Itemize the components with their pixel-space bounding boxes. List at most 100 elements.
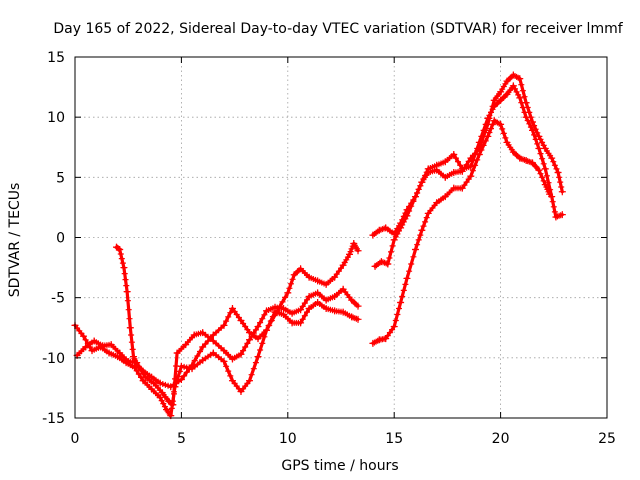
data-point: [156, 379, 164, 387]
data-point: [535, 132, 543, 140]
data-point: [369, 231, 377, 239]
data-point: [163, 406, 171, 414]
data-point: [199, 343, 207, 351]
y-tick-label: 5: [56, 170, 65, 186]
series-line: [371, 73, 564, 237]
data-point: [484, 114, 492, 122]
data-point: [490, 96, 498, 104]
data-point: [273, 307, 281, 315]
data-point: [139, 367, 147, 375]
data-point: [424, 209, 432, 217]
grid: [75, 57, 607, 418]
data-point: [490, 102, 498, 110]
data-point: [99, 342, 107, 350]
x-tick-labels: 0 5 10 15 20 25: [71, 431, 616, 447]
data-point: [116, 246, 124, 254]
data-point: [375, 226, 383, 234]
data-point: [433, 199, 441, 207]
data-point: [182, 341, 190, 349]
data-point: [105, 349, 113, 357]
data-point: [254, 323, 262, 331]
y-tick-label: -10: [42, 351, 65, 367]
data-point: [458, 184, 466, 192]
data-point: [546, 190, 554, 198]
data-point: [199, 329, 207, 337]
x-tick-label: 0: [71, 431, 80, 447]
y-tick-label: -15: [42, 411, 65, 427]
x-tick-label: 5: [177, 431, 186, 447]
x-tick-label: 20: [492, 431, 510, 447]
series-markers: [113, 240, 360, 390]
data-point: [484, 132, 492, 140]
data-point: [331, 292, 339, 300]
ticks: [74, 56, 608, 419]
data-point: [450, 169, 458, 177]
data-point: [354, 247, 362, 255]
x-tick-label: 15: [385, 431, 403, 447]
data-point: [237, 350, 245, 358]
data-point: [348, 313, 356, 321]
data-point: [190, 331, 198, 339]
data-point: [397, 298, 405, 306]
data-point: [245, 329, 253, 337]
data-point: [158, 389, 166, 397]
data-point: [371, 262, 379, 270]
data-point: [516, 75, 524, 83]
series-track-c: [112, 240, 362, 391]
y-axis-label: SDTVAR / TECUs: [7, 183, 23, 298]
data-point: [497, 96, 505, 104]
data-point: [441, 158, 449, 166]
data-point: [418, 226, 426, 234]
data-point: [554, 169, 562, 177]
data-point: [305, 292, 313, 300]
data-point: [228, 304, 236, 312]
data-point: [503, 90, 511, 98]
data-point: [167, 383, 175, 391]
series-markers: [72, 299, 360, 419]
data-point: [139, 377, 147, 385]
y-tick-label: 10: [47, 110, 65, 126]
data-point: [552, 213, 560, 221]
data-point: [177, 375, 185, 383]
data-point: [314, 277, 322, 285]
data-point: [475, 138, 483, 146]
series-track-b: [73, 285, 362, 409]
data-point: [148, 373, 156, 381]
x-axis-label: GPS time / hours: [281, 458, 398, 474]
data-point: [541, 144, 549, 152]
y-tick-label: 15: [47, 50, 65, 66]
data-point: [107, 341, 115, 349]
data-point: [188, 361, 196, 369]
data-point: [173, 349, 181, 357]
data-point: [418, 178, 426, 186]
data-point: [558, 188, 566, 196]
data-point: [169, 401, 177, 409]
data-point: [377, 258, 385, 266]
data-point: [263, 326, 271, 334]
data-point: [263, 307, 271, 315]
data-point: [382, 224, 390, 232]
chart-title: Day 165 of 2022, Sidereal Day-to-day VTE…: [53, 21, 623, 37]
y-tick-labels: -15 -10 -5 0 5 10 15: [42, 50, 65, 427]
data-point: [314, 289, 322, 297]
data-point: [314, 298, 322, 306]
data-point: [322, 280, 330, 288]
series-markers: [369, 72, 565, 239]
data-point: [114, 353, 122, 361]
data-point: [165, 397, 173, 405]
data-point: [339, 285, 347, 293]
x-tick-label: 10: [279, 431, 297, 447]
data-series: [71, 71, 566, 420]
data-point: [82, 343, 90, 351]
data-point: [220, 347, 228, 355]
data-point: [541, 165, 549, 173]
data-point: [220, 321, 228, 329]
data-point: [284, 289, 292, 297]
data-point: [331, 273, 339, 281]
data-point: [509, 82, 517, 90]
data-point: [384, 260, 392, 268]
y-tick-label: -5: [51, 291, 65, 307]
y-tick-label: 0: [56, 231, 65, 247]
data-point: [280, 311, 288, 319]
